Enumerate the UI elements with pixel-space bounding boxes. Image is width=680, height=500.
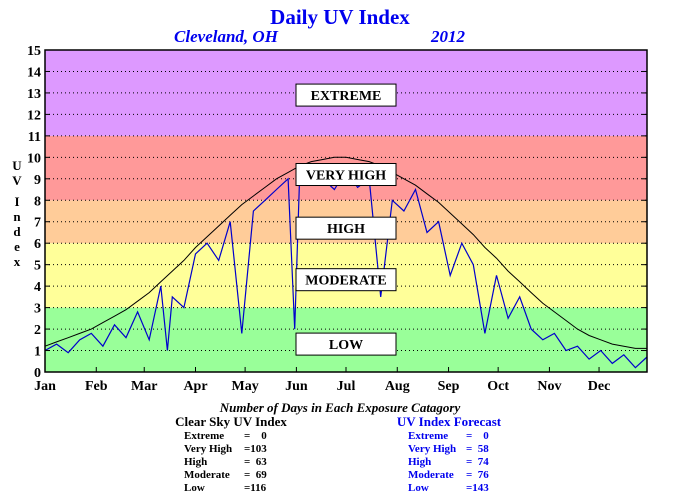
y-tick-label: 6 (34, 237, 41, 252)
stat-name: High (184, 456, 207, 468)
y-tick-label: 3 (34, 302, 41, 317)
stat-value: = 76 (466, 469, 489, 481)
stat-name: Low (184, 482, 205, 494)
y-tick-label: 11 (28, 130, 41, 145)
band-label-box (295, 216, 397, 240)
stat-name: Very High (408, 443, 456, 455)
band-label: EXTREME (311, 89, 382, 104)
x-tick-label: Jul (337, 379, 356, 394)
band-label: HIGH (327, 222, 365, 237)
stats-title: Number of Days in Each Exposure Catagory (219, 400, 461, 415)
band-label-box (295, 163, 397, 187)
x-tick-label: Apr (183, 379, 207, 394)
stat-value: = 63 (244, 456, 267, 468)
band-label-box (295, 83, 397, 107)
stat-name: Extreme (408, 430, 448, 442)
x-tick-label: Oct (487, 379, 509, 394)
y-tick-label: 1 (34, 345, 41, 360)
y-tick-label: 4 (34, 280, 41, 295)
x-tick-label: Aug (385, 379, 410, 394)
x-tick-label: Feb (85, 379, 108, 394)
series-line-clear-sky (44, 156, 647, 349)
stat-name: Very High (184, 443, 232, 455)
y-tick-label: 13 (27, 87, 41, 102)
y-tick-label: 2 (34, 323, 41, 338)
stat-name: Low (408, 482, 429, 494)
y-tick-label: 14 (27, 65, 41, 80)
stat-name: High (408, 456, 431, 468)
stat-value: = 0 (244, 430, 267, 442)
forecast-heading: UV Index Forecast (397, 414, 502, 429)
stat-value: =116 (244, 482, 267, 494)
stat-value: =143 (466, 482, 489, 494)
stat-value: = 58 (466, 443, 489, 455)
chart-location: Cleveland, OH (174, 27, 279, 46)
y-tick-label: 15 (27, 44, 41, 59)
x-tick-label: Jun (285, 379, 308, 394)
data-series (44, 156, 648, 369)
x-tick-label: May (232, 379, 259, 394)
chart-title: Daily UV Index (270, 5, 410, 29)
x-axis: Jan Feb Mar Apr May Jun Jul Aug Sep Oct Nov Dec (34, 367, 610, 394)
stat-name: Moderate (184, 469, 230, 481)
chart-year: 2012 (430, 27, 466, 46)
band-label-box (295, 268, 397, 292)
band-labels: LOW MODERATE HIGH VERY HIGH EXTREME (295, 83, 397, 356)
y-tick-label: 5 (34, 259, 41, 274)
x-tick-label: Sep (438, 379, 460, 394)
band-label-box (295, 332, 397, 356)
x-tick-label: Mar (131, 379, 157, 394)
y-tick-label: 9 (34, 173, 41, 188)
x-tick-label: Jan (34, 379, 56, 394)
series-line-forecast (44, 169, 648, 369)
band-label: LOW (329, 338, 363, 353)
stat-value: = 69 (244, 469, 267, 481)
band-label: VERY HIGH (306, 169, 386, 184)
y-tick-label: 8 (34, 194, 41, 209)
stat-name: Moderate (408, 469, 454, 481)
y-tick-label: 12 (27, 108, 41, 123)
stat-value: = 0 (466, 430, 489, 442)
x-tick-label: Dec (588, 379, 611, 394)
clear-sky-heading: Clear Sky UV Index (175, 414, 287, 429)
forecast-stats: Extreme = 0 Very High = 58 High = 74 Moderate =… (408, 430, 489, 494)
y-tick-label: 10 (27, 151, 41, 166)
band-label: MODERATE (305, 274, 386, 289)
y-tick-label: 7 (34, 216, 41, 231)
stat-value: = 74 (466, 456, 489, 468)
x-tick-label: Nov (537, 379, 561, 394)
clear-sky-stats: Extreme = 0 Very High =103 High = 63 Moderate =… (184, 430, 267, 494)
stat-value: =103 (244, 443, 267, 455)
stat-name: Extreme (184, 430, 224, 442)
y-tick-label: 0 (34, 366, 41, 381)
